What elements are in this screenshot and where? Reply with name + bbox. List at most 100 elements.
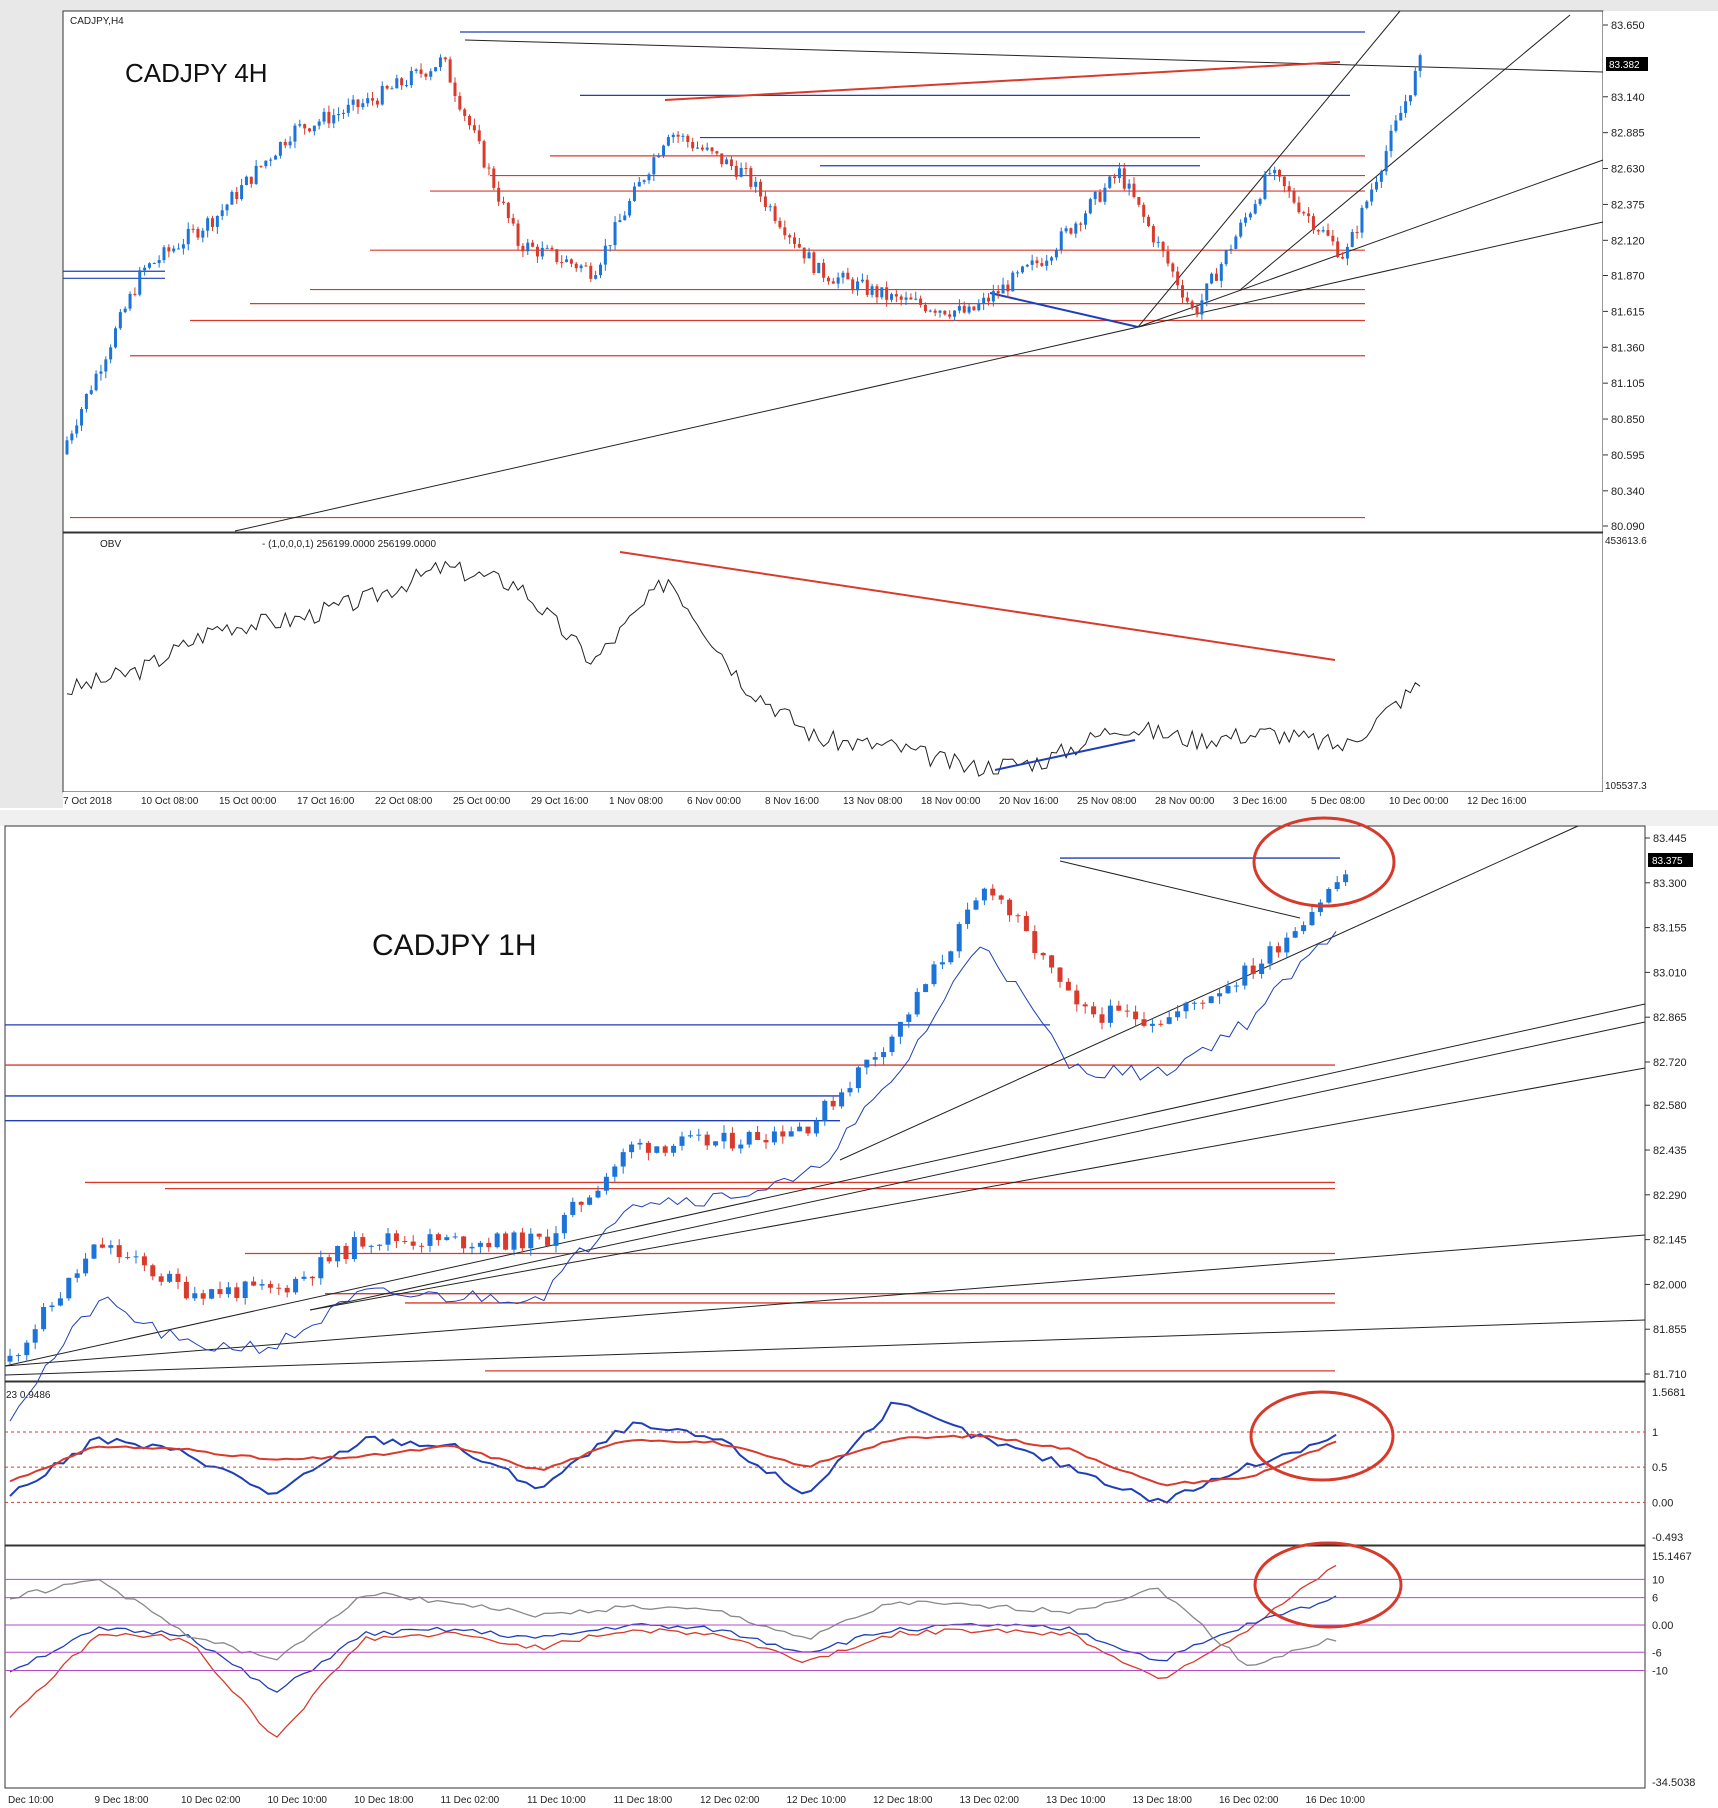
h1-candle-body (461, 1236, 467, 1249)
h1-candle-body (679, 1136, 685, 1146)
h4-candle-body (875, 286, 879, 298)
h1-candle-body (1133, 1011, 1139, 1020)
h4-candle-body (822, 262, 826, 278)
h4-candle-body (1282, 176, 1286, 187)
h4-candle-body (274, 155, 278, 160)
h1-candle-body (494, 1233, 500, 1248)
h1-candle-body (259, 1284, 265, 1286)
h1-candle-body (1116, 1005, 1122, 1011)
h4-candle-body (424, 73, 428, 77)
h4-candle-body (109, 347, 113, 360)
h1-oscillator2-panel[interactable] (4, 1545, 1646, 1789)
h4-candle-body (1166, 251, 1170, 264)
h1-candle-body (217, 1289, 223, 1295)
h4-candle-body (560, 261, 564, 263)
h4-candle-body (1084, 213, 1087, 225)
h1-candle-body (393, 1233, 399, 1242)
h4-candle-body (754, 181, 758, 187)
h4-candle-body (715, 151, 719, 154)
h1-time-tick-label: 13 Dec 10:00 (1046, 1795, 1106, 1806)
h1-candle-body (83, 1258, 89, 1274)
h4-candle-body (293, 125, 297, 142)
h4-candle-body (1263, 174, 1267, 199)
h4-candle-body (1088, 199, 1092, 214)
h1-oscillator1-panel[interactable] (4, 1381, 1646, 1546)
h4-candle-body (438, 57, 442, 68)
h4-price-tick-label: 83.140 (1611, 92, 1645, 104)
h4-candle-body (1307, 213, 1311, 217)
h4-candle-body (885, 287, 889, 300)
h4-candle-body (361, 103, 365, 108)
h1-candle-body (637, 1142, 643, 1145)
h4-candle-body (1132, 183, 1136, 198)
h4-candle-body (380, 85, 384, 105)
h4-candle-body (1030, 260, 1034, 265)
h4-time-tick-label: 8 Nov 16:00 (765, 796, 819, 807)
h4-candle-body (1045, 260, 1049, 266)
h4-candle-body (1142, 204, 1146, 217)
h4-candle-body (1268, 173, 1272, 175)
h4-candle-body (1020, 266, 1024, 273)
h1-trendline (839, 825, 1579, 1161)
oscillator1-tick-label: -0.493 (1652, 1532, 1683, 1544)
h4-candle-body (579, 265, 583, 269)
h4-candle-body (283, 142, 287, 146)
h4-candle-body (133, 293, 137, 295)
h4-candle-body (128, 293, 132, 309)
h4-candle-body (1069, 228, 1073, 234)
h4-candle-body (1210, 273, 1214, 284)
h1-candle-body (797, 1126, 803, 1132)
h4-candle-body (826, 277, 830, 282)
h1-candle-body (435, 1234, 441, 1241)
h4-candle-body (977, 303, 981, 311)
h4-candle-body (632, 186, 636, 201)
h4-candle-body (700, 147, 704, 150)
h4-time-tick-label: 10 Oct 08:00 (141, 796, 199, 807)
h4-candle-body (734, 166, 738, 177)
h4-candle-body (555, 249, 559, 262)
h4-price-tick-label: 80.340 (1611, 486, 1645, 498)
h1-candle-body (1208, 996, 1214, 1004)
h4-obv-panel[interactable] (62, 532, 1604, 793)
h4-price-panel[interactable] (62, 10, 1604, 533)
h4-candle-body (1350, 232, 1354, 247)
h4-candle-body (1370, 189, 1374, 202)
h4-candle-body (201, 230, 205, 238)
h4-candle-body (744, 168, 748, 170)
h4-candle-body (138, 270, 142, 295)
h4-candle-body (725, 159, 729, 165)
h1-chart-title: CADJPY 1H (372, 929, 537, 962)
h4-candle-body (647, 174, 651, 181)
oscillator1-label: 23 0.9486 (6, 1390, 51, 1401)
h4-candle-body (972, 306, 976, 311)
h4-candle-body (957, 305, 961, 311)
oscillator2-series-line (9, 1595, 1337, 1693)
obv-series-line (66, 560, 1421, 777)
h4-candle-body (831, 281, 835, 284)
h1-time-tick-label: 13 Dec 02:00 (960, 1795, 1020, 1806)
h4-price-tick-label: 82.375 (1611, 199, 1645, 211)
h4-chart-title: CADJPY 4H (125, 58, 268, 88)
h1-candle-body (335, 1245, 341, 1262)
h1-candle-body (444, 1237, 450, 1241)
h1-candle-body (1217, 993, 1223, 997)
h4-candle-body (152, 263, 156, 265)
h4-candle-body (1098, 192, 1102, 202)
h4-candle-body (1360, 207, 1364, 233)
h4-candle-body (1025, 264, 1029, 267)
h4-candle-body (623, 215, 627, 221)
h4-candle-body (705, 147, 709, 150)
h4-time-tick-label: 3 Dec 16:00 (1233, 796, 1287, 807)
h4-candle-body (919, 298, 923, 305)
h4-candle-body (1224, 250, 1228, 265)
h4-candle-body (531, 242, 535, 247)
h1-candle-body (671, 1145, 677, 1153)
h4-candle-body (346, 104, 350, 113)
h1-candle-body (276, 1287, 282, 1289)
h4-candle-body (652, 157, 656, 175)
h4-time-tick-label: 18 Nov 00:00 (921, 796, 981, 807)
h1-time-ticks: Dec 10:00 9 Dec 18:00 10 Dec 02:00 10 Dec 1… (8, 1795, 1365, 1806)
h4-candle-body (220, 210, 224, 216)
h4-candle-body (1176, 271, 1180, 286)
h4-candle-body (628, 200, 632, 216)
